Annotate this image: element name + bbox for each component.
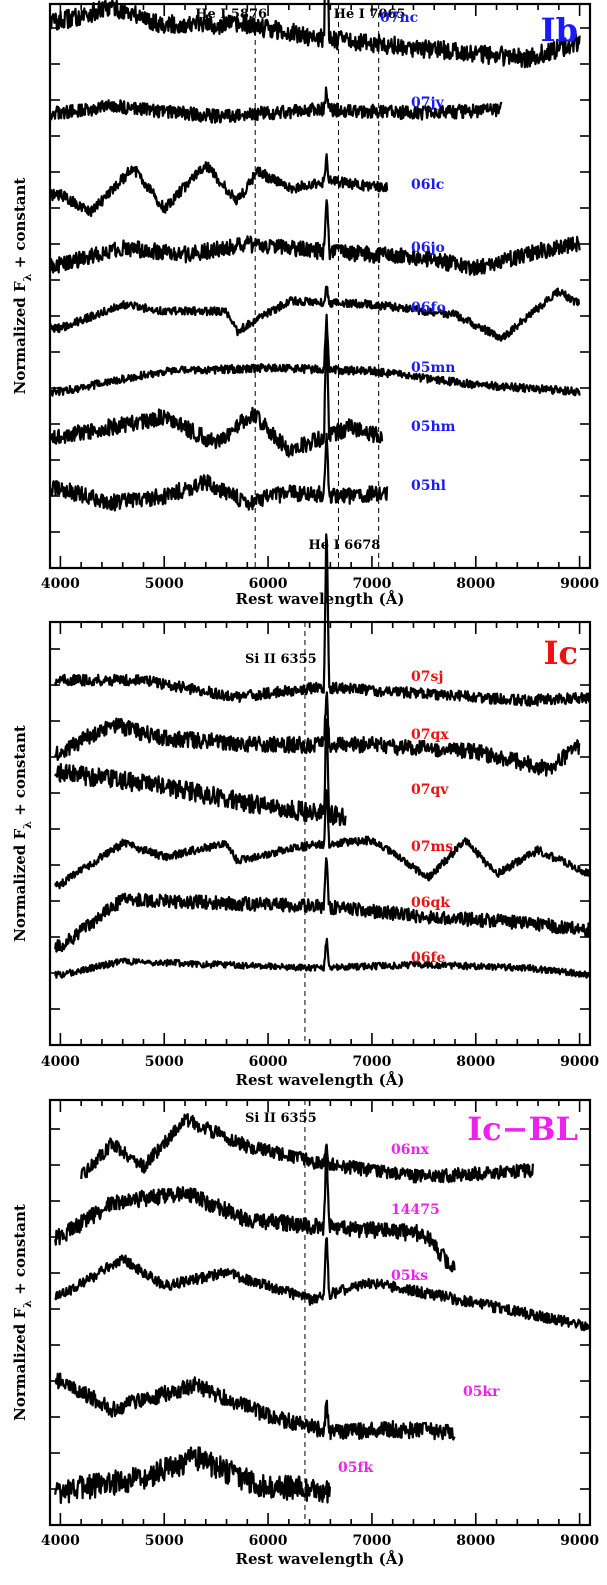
spectrum-line bbox=[54, 1446, 332, 1505]
plot-frame bbox=[48, 620, 592, 1047]
series-label: 05ks bbox=[391, 1268, 428, 1284]
spectrum-line bbox=[54, 857, 591, 953]
x-axis-title: Rest wavelength (Å) bbox=[235, 1550, 404, 1568]
x-tick-label: 9000 bbox=[560, 1054, 599, 1070]
x-tick-label: 6000 bbox=[249, 1533, 288, 1549]
x-tick-label: 7000 bbox=[352, 576, 391, 592]
spectrum-line bbox=[48, 285, 581, 342]
x-tick-label: 5000 bbox=[145, 576, 184, 592]
series-label: 06fe bbox=[411, 950, 446, 966]
series-label: 07nc bbox=[380, 10, 418, 26]
x-axis-title: Rest wavelength (Å) bbox=[235, 1071, 404, 1089]
spectrum-line bbox=[48, 432, 389, 512]
x-axis-title: Rest wavelength (Å) bbox=[235, 590, 404, 608]
spectrum-line bbox=[48, 153, 389, 218]
x-tick-label: 9000 bbox=[560, 576, 599, 592]
series-label: 07sj bbox=[411, 669, 443, 685]
series-label: 14475 bbox=[391, 1202, 440, 1218]
reference-line-label: He I 7065 bbox=[334, 7, 406, 22]
series-label: 07qx bbox=[411, 727, 449, 743]
spectrum-line bbox=[54, 937, 591, 979]
series-label: 05hm bbox=[411, 419, 456, 435]
x-tick-label: 7000 bbox=[352, 1054, 391, 1070]
x-tick-label: 9000 bbox=[560, 1533, 599, 1549]
series-label: 06nx bbox=[391, 1142, 430, 1158]
plot-frame bbox=[48, 2, 592, 570]
panel-3: Si II 6355 06nx 14475 05ks 05kr 05fk 4000 5000 6… bbox=[11, 1098, 599, 1568]
spectrum-line bbox=[48, 199, 581, 276]
x-tick-label: 4000 bbox=[41, 1054, 80, 1070]
spectrum-line bbox=[49, 313, 581, 397]
plot-frame bbox=[48, 1098, 592, 1527]
spectrum-line bbox=[54, 1237, 591, 1332]
panel-2: Si II 6355 07sj 07qx 07qv 07ms 06qk 06fe 4000 50… bbox=[11, 533, 599, 1089]
spectrum-line bbox=[54, 789, 591, 890]
y-axis-title: Normalized Fλ + constant bbox=[11, 1204, 34, 1421]
x-tick-label: 5000 bbox=[145, 1533, 184, 1549]
series-label: 05mn bbox=[411, 360, 455, 376]
x-tick-label: 8000 bbox=[456, 576, 495, 592]
reference-line-label: He I 5876 bbox=[195, 7, 267, 22]
series-label: 06qk bbox=[411, 895, 450, 911]
spectrum-line bbox=[49, 0, 581, 69]
spectrum-line bbox=[54, 1372, 456, 1441]
reference-line-label: Si II 6355 bbox=[245, 652, 317, 667]
panel-type-label: Ic bbox=[544, 634, 578, 672]
spectrum-line bbox=[80, 1113, 534, 1184]
series-label: 07qv bbox=[411, 782, 449, 798]
spectrum-line bbox=[54, 691, 581, 777]
spectrum-line bbox=[48, 86, 503, 124]
series-label: 07jy bbox=[411, 95, 445, 111]
x-tick-label: 6000 bbox=[249, 576, 288, 592]
series-label: 07ms bbox=[411, 839, 453, 855]
x-tick-label: 5000 bbox=[145, 1054, 184, 1070]
x-tick-label: 6000 bbox=[249, 1054, 288, 1070]
spectrum-line bbox=[54, 533, 591, 707]
x-tick-label: 8000 bbox=[456, 1054, 495, 1070]
series-label: 06fo bbox=[411, 300, 446, 316]
spectrum-line bbox=[49, 325, 384, 458]
spectrum-line bbox=[54, 718, 347, 827]
reference-line-label: Si II 6355 bbox=[245, 1111, 317, 1126]
series-label: 05kr bbox=[463, 1384, 500, 1400]
series-label: 06lc bbox=[411, 177, 444, 193]
x-tick-label: 7000 bbox=[352, 1533, 391, 1549]
panel-type-label: Ib bbox=[541, 11, 578, 49]
spectrum-line bbox=[54, 1144, 456, 1273]
y-axis-title: Normalized Fλ + constant bbox=[11, 178, 34, 395]
series-label: 05fk bbox=[338, 1460, 374, 1476]
series-label: 05hl bbox=[411, 478, 446, 494]
reference-line-label: He I 6678 bbox=[308, 538, 380, 553]
series-label: 06jo bbox=[411, 240, 445, 256]
x-tick-label: 8000 bbox=[456, 1533, 495, 1549]
x-tick-label: 4000 bbox=[41, 1533, 80, 1549]
panel-type-label: Ic−BL bbox=[467, 1110, 578, 1148]
x-tick-label: 4000 bbox=[41, 576, 80, 592]
y-axis-title: Normalized Fλ + constant bbox=[11, 725, 34, 942]
